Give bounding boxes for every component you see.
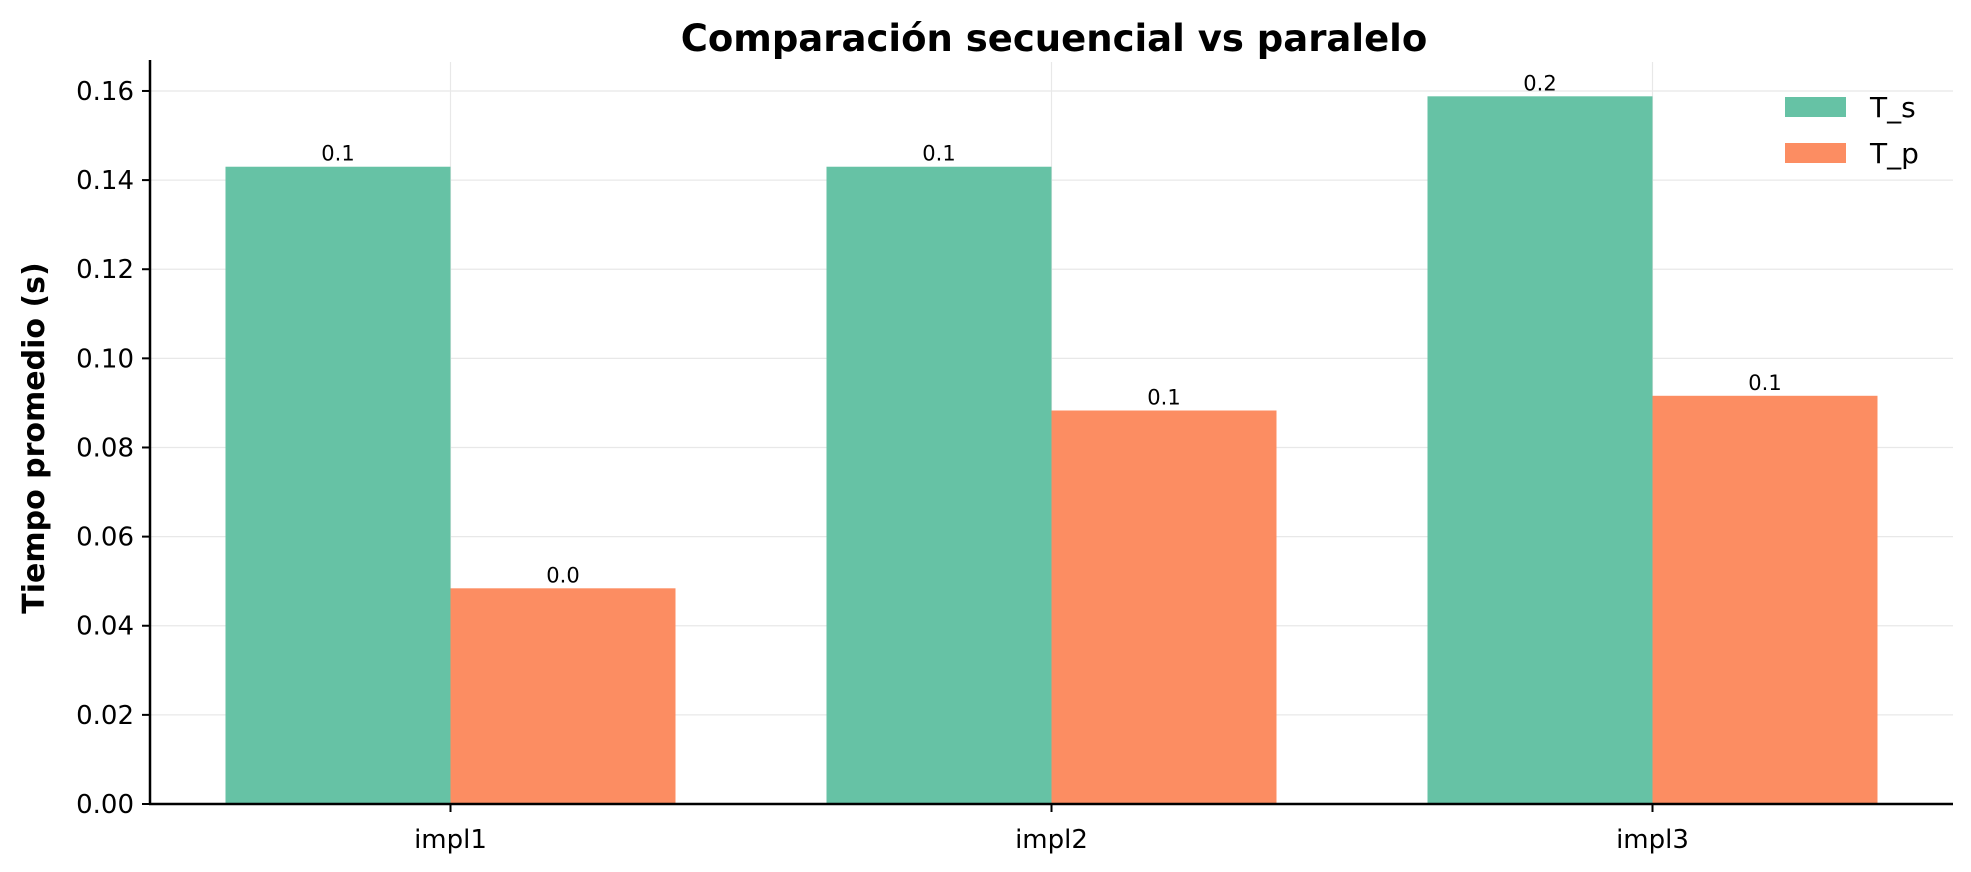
- y-tick-label: 0.10: [76, 344, 134, 374]
- bar-t-p-impl2: [1051, 410, 1277, 804]
- axes-layer: 0.00 0.02 0.04 0.06 0.08 0.10 0.12 0.14 0.16 impl…: [76, 60, 1953, 855]
- y-tick-label: 0.00: [76, 790, 134, 820]
- legend: T_s T_p: [1785, 91, 1919, 170]
- chart-title: Comparación secuencial vs paralelo: [681, 17, 1428, 60]
- bar-t-s-impl3: [1427, 96, 1653, 805]
- y-tick-label: 0.02: [76, 701, 134, 731]
- bar-t-s-impl2: [826, 166, 1052, 804]
- legend-label-t-p: T_p: [1869, 137, 1919, 170]
- data-label: 0.1: [922, 142, 955, 166]
- x-tick-label: impl2: [1015, 825, 1088, 855]
- y-tick-label: 0.08: [76, 433, 134, 463]
- y-tick-label: 0.06: [76, 523, 134, 553]
- data-label: 0.0: [546, 563, 579, 587]
- y-axis-label: Tiempo promedio (s): [17, 262, 52, 613]
- x-tick-label: impl1: [414, 825, 487, 855]
- bars-layer: [225, 96, 1878, 805]
- data-label: 0.2: [1523, 71, 1556, 95]
- legend-swatch-t-p: [1785, 143, 1846, 163]
- bar-t-s-impl1: [225, 166, 451, 804]
- data-label: 0.1: [321, 142, 354, 166]
- bar-t-p-impl3: [1652, 395, 1878, 804]
- legend-swatch-t-s: [1785, 97, 1846, 117]
- y-tick-label: 0.16: [76, 77, 134, 107]
- y-tick-label: 0.14: [76, 166, 134, 196]
- legend-label-t-s: T_s: [1869, 91, 1916, 124]
- data-label: 0.1: [1748, 371, 1781, 395]
- data-labels-layer: 0.1 0.0 0.1 0.1 0.2 0.1: [321, 71, 1781, 587]
- x-tick-label: impl3: [1616, 825, 1689, 855]
- y-tick-label: 0.12: [76, 255, 134, 285]
- data-label: 0.1: [1147, 385, 1180, 409]
- y-tick-label: 0.04: [76, 612, 134, 642]
- bar-t-p-impl1: [450, 588, 676, 804]
